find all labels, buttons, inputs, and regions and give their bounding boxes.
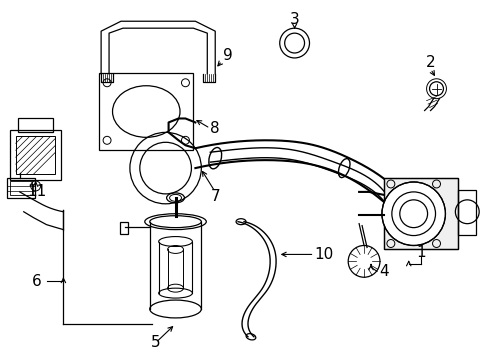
Text: 9: 9 (223, 49, 233, 63)
Text: 11: 11 (27, 184, 46, 199)
Text: 6: 6 (32, 274, 42, 289)
Text: 3: 3 (290, 12, 299, 27)
Text: 7: 7 (210, 189, 220, 204)
Circle shape (382, 182, 445, 246)
Bar (10, 181, 32, 195)
Bar (384, 178, 458, 249)
Bar (384, 178, 458, 249)
Bar (10, 130, 61, 180)
Bar (458, 190, 476, 235)
Bar (99, 73, 194, 150)
Text: 5: 5 (151, 335, 161, 350)
Bar (16, 136, 55, 174)
Bar (7, 178, 35, 198)
Bar (120, 222, 128, 234)
Text: 4: 4 (379, 264, 389, 279)
Text: 10: 10 (315, 247, 334, 262)
Text: 8: 8 (210, 121, 220, 136)
Bar (18, 118, 53, 132)
Text: 2: 2 (426, 55, 436, 71)
Text: 1: 1 (416, 245, 425, 260)
